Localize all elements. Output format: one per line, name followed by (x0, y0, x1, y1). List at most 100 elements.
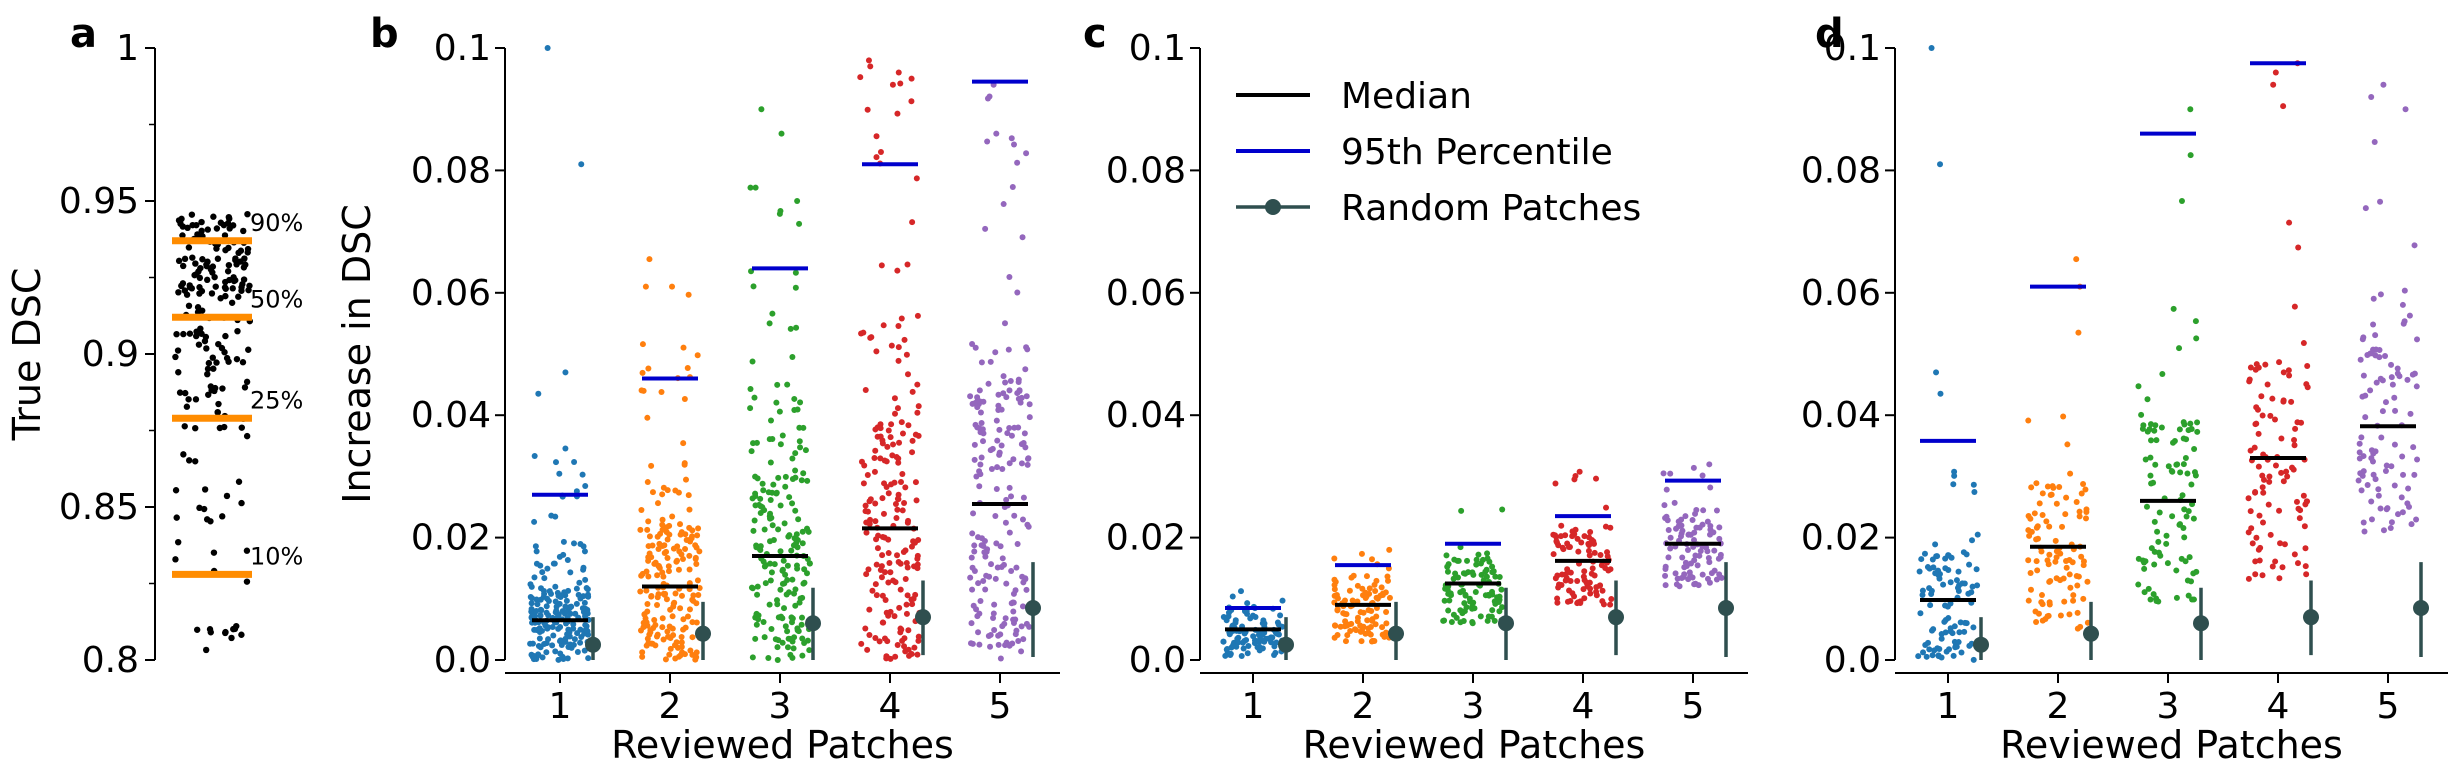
point-b (858, 330, 865, 337)
dot-a (213, 245, 220, 252)
point-d (2285, 367, 2292, 374)
outlier-point-d (2272, 69, 2279, 76)
point-d (2392, 407, 2399, 414)
point-c (1457, 589, 1464, 596)
point-d (2408, 521, 2415, 528)
random-point-b (805, 615, 821, 632)
point-d (2159, 371, 2166, 378)
point-d (2267, 531, 2274, 538)
point-c (1553, 533, 1560, 540)
point-b (579, 471, 586, 478)
point-b (652, 621, 659, 628)
point-c (1373, 577, 1380, 584)
point-b (791, 395, 798, 402)
point-b (894, 110, 901, 117)
dot-a (226, 276, 233, 284)
point-c (1554, 599, 1561, 606)
point-b (637, 526, 644, 533)
y-tick-label-d: 0.02 (1801, 518, 1881, 559)
point-d (2248, 525, 2255, 532)
point-b (564, 556, 571, 563)
point-b (1014, 289, 1021, 296)
point-b (537, 612, 544, 619)
dot-a (172, 487, 180, 494)
outlier-point-b (669, 283, 676, 290)
point-b (864, 471, 871, 478)
y-tick-label-b: 0.04 (411, 395, 491, 436)
point-d (2255, 546, 2262, 553)
point-b (637, 588, 644, 595)
random-point-b (695, 625, 711, 642)
dot-a (200, 505, 208, 513)
point-b (872, 634, 879, 641)
point-b (865, 57, 872, 64)
point-b (784, 381, 791, 388)
point-d (2033, 536, 2040, 543)
point-c (1378, 584, 1385, 591)
point-d (2035, 610, 2042, 617)
point-d (2080, 481, 2087, 488)
point-b (901, 336, 908, 343)
dot-a (189, 254, 196, 261)
point-d (2150, 479, 2157, 486)
point-b (1003, 580, 1010, 587)
point-d (2406, 503, 2413, 510)
point-c (1674, 575, 1681, 582)
point-c (1362, 589, 1369, 596)
point-b (643, 587, 650, 594)
point-b (888, 342, 895, 349)
point-b (1008, 432, 1015, 439)
scatter-series-b-5 (967, 81, 1033, 662)
point-d (2053, 548, 2060, 555)
dot-a (182, 389, 189, 397)
point-c (1607, 566, 1614, 573)
point-b (1023, 150, 1030, 157)
point-d (2413, 516, 2420, 523)
point-d (2168, 467, 2175, 474)
point-b (1008, 567, 1015, 574)
point-b (980, 398, 987, 405)
point-d (2070, 592, 2077, 599)
point-c (1354, 582, 1361, 589)
point-b (564, 631, 571, 638)
point-c (1472, 588, 1479, 595)
point-d (2388, 361, 2395, 368)
point-b (992, 575, 999, 582)
point-b (663, 548, 670, 555)
scatter-series-b-3 (747, 106, 813, 663)
point-c (1689, 517, 1696, 524)
point-b (873, 133, 880, 140)
dot-a (238, 424, 245, 431)
point-b (778, 613, 785, 620)
point-d (2059, 523, 2066, 530)
point-b (883, 653, 890, 660)
point-b (645, 518, 652, 525)
point-c (1369, 637, 1376, 644)
point-d (2067, 470, 2074, 477)
dot-a (225, 261, 233, 269)
dot-a (244, 210, 251, 218)
point-b (585, 655, 592, 662)
point-d (2173, 461, 2180, 468)
point-d (1925, 639, 1932, 646)
dot-a (229, 222, 237, 229)
point-b (871, 468, 878, 475)
point-d (2073, 499, 2080, 506)
point-b (768, 569, 775, 576)
point-b (749, 654, 756, 661)
point-d (2164, 560, 2171, 567)
point-c (1675, 518, 1682, 525)
point-d (2194, 428, 2201, 435)
point-b (971, 568, 978, 575)
point-b (571, 636, 578, 643)
point-b (1022, 576, 1029, 583)
point-b (782, 473, 789, 480)
point-d (2276, 575, 2283, 582)
point-b (655, 562, 662, 569)
point-b (768, 625, 775, 632)
dot-a (174, 347, 182, 354)
point-b (684, 365, 691, 372)
point-c (1334, 632, 1341, 639)
point-c (1272, 649, 1279, 656)
point-b (894, 405, 901, 412)
